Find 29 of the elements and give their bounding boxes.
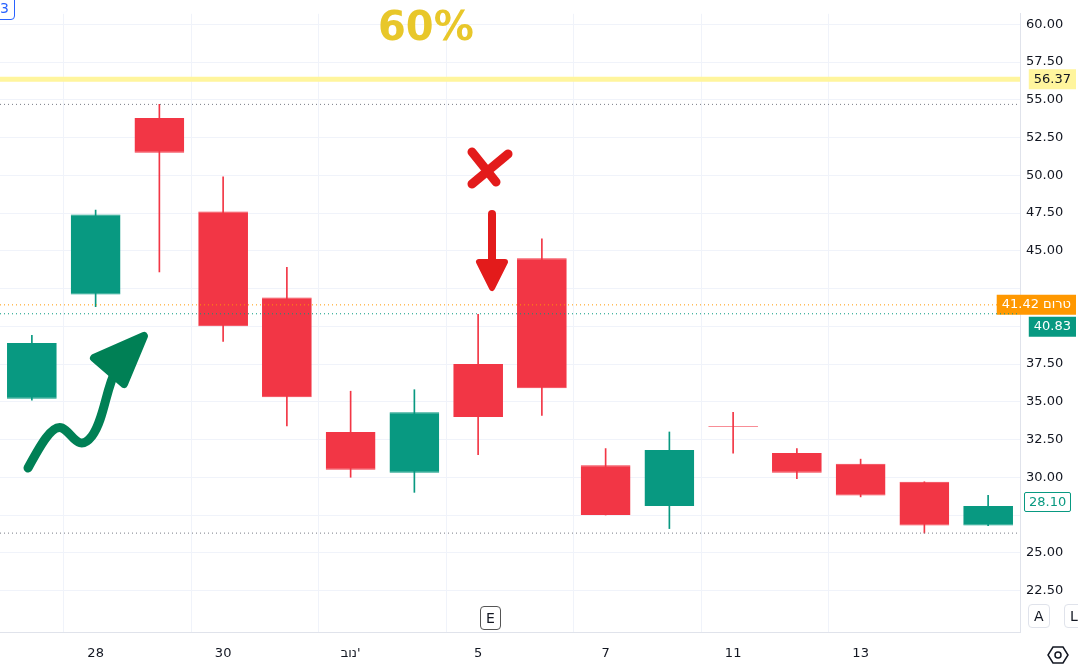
x-tick-label: 11: [724, 645, 742, 661]
annotation: 60%: [378, 2, 474, 50]
y-tick-label: 45.00: [1026, 242, 1064, 258]
y-tick-label: 50.00: [1026, 166, 1064, 182]
y-tick-label: 60.00: [1026, 15, 1064, 31]
y-tick-label: 25.00: [1026, 544, 1064, 560]
ref-line-label: 40.83: [1033, 318, 1071, 334]
x-tick-label: 7: [601, 645, 610, 661]
y-tick-label: 30.00: [1026, 468, 1064, 484]
y-tick-label: 35.00: [1026, 393, 1064, 409]
y-tick-label: 32.50: [1026, 430, 1064, 446]
text: L: [1064, 604, 1078, 628]
text: 28.10: [1024, 492, 1072, 512]
y-tick-label: 47.50: [1026, 204, 1064, 220]
y-tick-label: 52.50: [1026, 128, 1064, 144]
x-tick-label: 13: [852, 645, 869, 661]
y-tick-label: 37.50: [1026, 355, 1064, 371]
y-tick-label: 22.50: [1026, 581, 1064, 597]
x-tick-label: 5: [473, 645, 483, 661]
text: A: [1028, 604, 1050, 628]
y-tick-label: 57.50: [1026, 53, 1064, 69]
ref-line-label: 56.37: [1033, 70, 1071, 86]
x-tick-label: נוב': [340, 645, 361, 661]
ref-line-label: טרום 41.42: [1001, 296, 1072, 312]
x-tick-label: 28: [87, 645, 104, 661]
y-tick-label: 55.00: [1026, 91, 1064, 107]
annotation: E: [480, 606, 501, 630]
x-tick-label: 30: [214, 645, 232, 661]
annotation: 3: [0, 0, 15, 20]
